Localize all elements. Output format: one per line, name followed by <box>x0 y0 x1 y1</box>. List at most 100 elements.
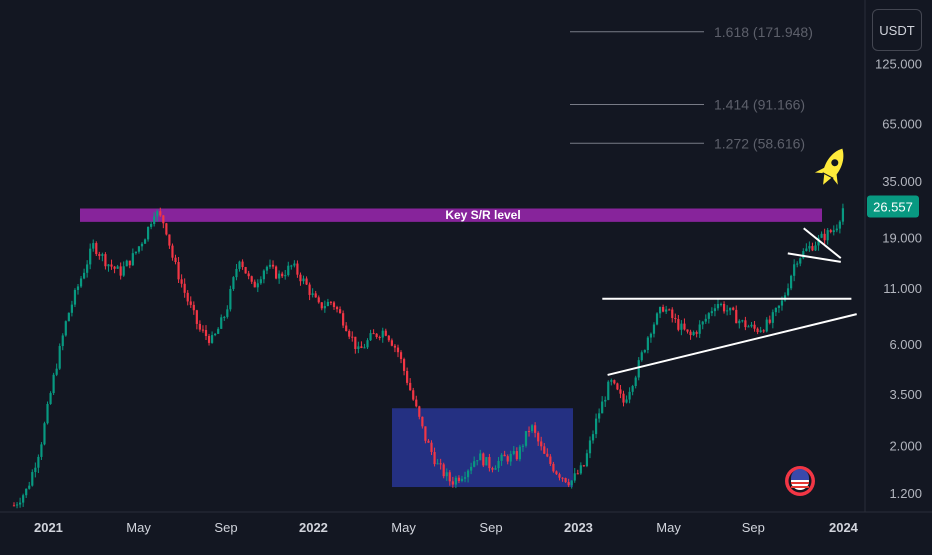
candle <box>518 446 521 460</box>
candle <box>625 399 628 403</box>
candle <box>305 278 308 285</box>
candle <box>61 335 64 347</box>
candle <box>323 306 326 309</box>
trendline-pennant-lower <box>787 252 841 263</box>
candle <box>683 323 686 330</box>
candle <box>756 328 759 333</box>
candle <box>512 451 515 454</box>
price-tick-label: 6.000 <box>889 337 922 352</box>
candle <box>25 488 28 496</box>
candle <box>445 472 448 477</box>
currency-selector-button[interactable]: USDT <box>872 9 922 51</box>
current-price-badge <box>867 195 919 218</box>
candle <box>201 329 205 331</box>
candle <box>82 272 86 279</box>
candle <box>119 266 122 276</box>
price-tick-label: 11.000 <box>883 281 922 296</box>
candle <box>412 390 415 400</box>
candle <box>677 319 680 330</box>
candle <box>131 253 134 266</box>
candle <box>457 477 461 481</box>
candle <box>409 382 412 391</box>
candle <box>49 393 52 404</box>
candle <box>506 456 509 462</box>
candle <box>799 258 802 264</box>
candle <box>662 306 665 312</box>
candle <box>658 306 662 314</box>
candle <box>46 403 49 424</box>
candle <box>451 481 454 485</box>
candle <box>494 468 497 470</box>
candle <box>424 426 427 441</box>
candle <box>335 307 339 310</box>
time-tick-label: Sep <box>742 520 765 535</box>
candle <box>777 305 781 308</box>
candle <box>579 465 582 474</box>
candle <box>34 467 37 473</box>
candle <box>485 457 488 466</box>
candle <box>290 265 293 267</box>
candle <box>503 454 506 457</box>
rocket-icon <box>814 148 844 185</box>
candle <box>796 263 799 265</box>
candle <box>741 320 744 322</box>
time-tick-label: May <box>391 520 416 535</box>
candle <box>598 413 601 419</box>
candle <box>153 216 156 224</box>
candle <box>399 352 403 360</box>
candle <box>482 453 485 466</box>
candle <box>460 478 464 481</box>
candle <box>582 465 585 467</box>
candle <box>695 332 698 334</box>
candle <box>576 473 579 475</box>
candle <box>390 340 393 346</box>
candle <box>771 312 774 323</box>
candle <box>204 330 208 336</box>
candle <box>549 456 552 464</box>
candle <box>76 286 80 290</box>
candle <box>838 221 841 229</box>
price-tick-label: 19.000 <box>882 231 922 246</box>
candle <box>439 463 442 465</box>
candle <box>284 275 287 277</box>
candle <box>497 460 500 469</box>
candle <box>351 336 354 338</box>
candle <box>686 329 689 332</box>
candle <box>634 377 637 387</box>
candle <box>814 245 817 251</box>
candle <box>381 330 384 338</box>
candle <box>530 425 534 432</box>
candle <box>722 303 726 312</box>
candle <box>805 248 808 252</box>
candle <box>762 330 765 332</box>
candle <box>189 301 192 305</box>
candle <box>665 309 668 312</box>
candle <box>466 470 470 478</box>
price-tick-label: 35.000 <box>882 174 922 189</box>
candle <box>713 308 717 312</box>
candle <box>95 243 98 255</box>
candle <box>320 302 323 309</box>
candle <box>79 278 83 287</box>
candle <box>476 460 479 462</box>
candle <box>442 464 445 477</box>
accumulation-box <box>392 408 573 488</box>
candle <box>274 266 278 279</box>
candle <box>165 223 168 235</box>
candle <box>156 211 159 217</box>
candle <box>354 336 357 349</box>
candle <box>646 337 649 350</box>
candle <box>747 326 750 328</box>
candle <box>244 267 247 274</box>
candle <box>463 477 467 479</box>
flag-icon[interactable] <box>785 466 815 496</box>
candle <box>454 477 457 485</box>
candle <box>125 260 128 267</box>
candle <box>668 309 671 311</box>
candle <box>18 502 22 505</box>
candle <box>534 425 537 433</box>
candle <box>643 349 646 353</box>
candle <box>214 333 217 336</box>
